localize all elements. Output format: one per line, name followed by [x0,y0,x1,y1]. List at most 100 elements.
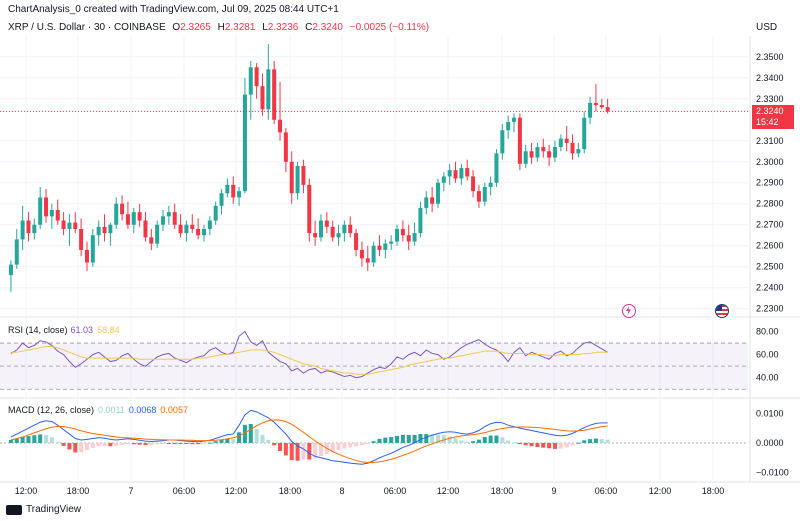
time-axis-label: 12:00 [649,486,672,496]
macd-histogram-bar [529,442,534,447]
macd-histogram-bar [289,442,294,461]
candle-body [588,102,593,118]
macd-histogram-bar [166,442,171,444]
symbol-name[interactable]: XRP / U.S. Dollar · 30 · COINBASE [8,22,166,33]
rsi-axis-label: 40.00 [756,373,779,383]
candle-body [143,220,148,238]
candle-body [114,203,119,225]
macd-histogram-bar [73,442,78,453]
time-axis-label: 06:00 [173,486,196,496]
dividend-event-icon[interactable] [622,304,636,318]
candle-body [161,216,166,225]
candle-body [383,243,388,250]
macd-histogram-bar [447,436,452,443]
time-axis-label: 18:00 [279,486,302,496]
candle-body [172,212,177,225]
price-axis-label: 2.3100 [756,136,784,146]
candle-body [547,151,552,158]
macd-histogram-bar [225,438,230,443]
macd-histogram-bar [26,436,31,443]
candle-body [272,69,277,120]
last-price-value: 2.3240 [756,106,784,116]
candle-body [412,233,417,242]
macd-histogram-bar [196,442,201,445]
candle-body [400,228,405,236]
time-axis-label: 8 [339,486,344,496]
macd-label[interactable]: MACD (12, 26, close) [8,405,95,415]
candle-body [225,184,230,194]
candle-body [38,197,43,225]
candle-body [307,184,312,234]
time-axis-label: 18:00 [702,486,725,496]
candle-body [406,235,411,242]
macd-histogram-bar [517,442,522,445]
tradingview-footer[interactable]: TradingView [6,504,81,515]
macd-histogram-bar [500,437,505,443]
macd-histogram-bar [79,442,84,453]
rsi-value: 61.03 [70,325,94,335]
macd-signal-line [10,419,608,464]
time-axis-label: 18:00 [67,486,90,496]
macd-histogram-bar [108,442,113,447]
macd-histogram-bar [342,442,347,449]
open-label: O [172,22,181,33]
candle-body [219,193,224,206]
time-axis-label: 18:00 [491,486,514,496]
price-axis-label: 2.2700 [756,220,784,230]
macd-histogram-bar [593,438,598,443]
macd-histogram-bar [488,435,493,443]
candle-body [523,151,528,164]
macd-histogram-bar [237,432,242,443]
candle-body [500,130,505,154]
macd-histogram-bar [178,442,183,444]
candle-body [541,147,546,152]
macd-histogram-bar [494,435,499,443]
candle-body [254,67,259,87]
candle-body [576,149,581,154]
close-label: C [305,22,313,33]
time-axis-label: 06:00 [384,486,407,496]
tradingview-brand: TradingView [26,504,82,515]
candle-body [295,165,300,194]
macd-histogram-bar [482,437,487,443]
us-economic-event-icon[interactable] [715,304,729,318]
candle-body [494,153,499,183]
candle-body [359,249,364,259]
macd-histogram-bar [418,434,423,443]
macd-axis-label: 0.0000 [756,438,784,448]
macd-histogram-bar [278,442,283,451]
candle-body [26,220,31,234]
candle-body [517,117,522,164]
candle-body [324,220,329,227]
time-axis-label: 06:00 [595,486,618,496]
macd-histogram-bar [248,424,253,443]
macd-axis-label: 0.0100 [756,408,784,418]
macd-histogram-bar [137,442,142,445]
candle-body [441,176,446,183]
candle-body [582,117,587,150]
candle-body [365,258,370,263]
rsi-label[interactable]: RSI (14, close) [8,325,68,335]
macd-histogram-bar [471,441,476,443]
macd-histogram-bar [605,439,610,443]
candle-body [430,197,435,204]
macd-histogram-bar [143,442,148,446]
candle-body [593,102,598,106]
candle-body [108,224,113,234]
macd-histogram-bar [465,441,470,443]
candle-body [512,117,517,122]
macd-histogram-bar [254,429,259,443]
candle-body [190,224,195,229]
rsi-legend: RSI (14, close) 61.03 58.84 [8,325,120,335]
macd-histogram-bar [14,438,19,443]
macd-histogram-bar [231,439,236,443]
time-axis-label: 12:00 [437,486,460,496]
rsi-band [0,343,748,390]
macd-legend: MACD (12, 26, close) 0.0011 0.0068 0.0057 [8,405,188,415]
candle-body [266,69,271,110]
macd-histogram-bar [295,442,300,461]
macd-histogram-bar [523,442,528,446]
candle-body [313,233,318,238]
macd-histogram-bar [535,442,540,448]
